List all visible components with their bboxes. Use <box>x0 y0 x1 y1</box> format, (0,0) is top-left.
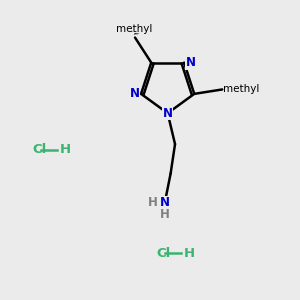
Text: methyl: methyl <box>131 31 136 32</box>
Text: methyl: methyl <box>134 33 138 34</box>
Text: methyl: methyl <box>223 84 259 94</box>
Text: N: N <box>160 196 170 209</box>
Text: N: N <box>186 56 196 69</box>
Text: methyl: methyl <box>135 33 140 34</box>
Text: methyl: methyl <box>134 33 138 34</box>
Text: H: H <box>184 247 195 260</box>
Text: N: N <box>130 87 140 101</box>
Text: methyl: methyl <box>135 33 140 34</box>
Text: H: H <box>60 143 71 157</box>
Text: H: H <box>148 196 158 209</box>
Text: methyl: methyl <box>116 24 153 34</box>
Text: N: N <box>163 107 173 120</box>
Text: H: H <box>160 208 170 221</box>
Text: Cl: Cl <box>32 143 46 157</box>
Text: Cl: Cl <box>156 247 170 260</box>
